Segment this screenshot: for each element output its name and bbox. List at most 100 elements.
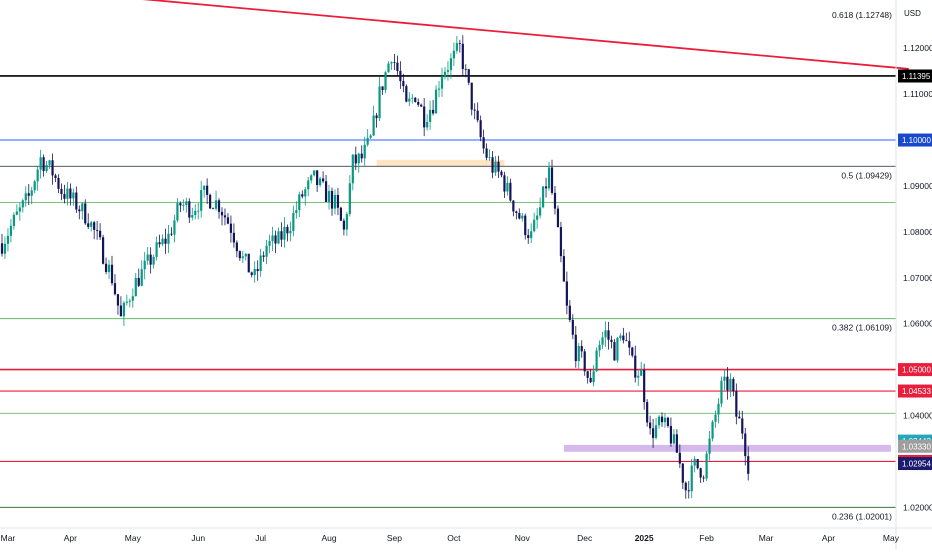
candle-body-227 (675, 434, 678, 453)
candle-body-0 (0, 243, 4, 254)
candle-body-222 (660, 416, 664, 423)
price-tag-bg-3 (898, 384, 932, 398)
candle-body-196 (583, 351, 586, 372)
candle-body-198 (589, 377, 592, 383)
candle-body-190 (565, 281, 568, 306)
candle-body-33 (99, 230, 102, 238)
candle-body-95 (283, 226, 286, 240)
candle-body-97 (289, 230, 292, 234)
candle-body-182 (541, 186, 545, 208)
candle-body-52 (155, 242, 158, 257)
candle-body-160 (476, 110, 479, 121)
candle-body-48 (143, 260, 146, 270)
candle-body-185 (550, 167, 554, 193)
candle-body-199 (592, 371, 595, 383)
candle-body-65 (194, 210, 197, 216)
candle-body-128 (381, 86, 384, 91)
candle-body-158 (470, 82, 473, 110)
candle-body-41 (122, 302, 125, 317)
candle-body-125 (372, 115, 375, 136)
candle-body-164 (488, 157, 491, 159)
candle-body-9 (27, 193, 30, 196)
candle-body-230 (684, 482, 687, 491)
candle-body-202 (601, 337, 604, 345)
candle-body-17 (51, 160, 54, 176)
candle-body-229 (681, 463, 684, 483)
candle-body-19 (57, 177, 60, 189)
candle-body-103 (307, 180, 310, 190)
candle-body-1 (3, 243, 7, 254)
candle-body-91 (271, 235, 274, 242)
candle-body-122 (363, 144, 366, 159)
candle-body-111 (330, 190, 334, 209)
candle-body-10 (30, 190, 33, 196)
candle-body-250 (744, 433, 747, 457)
y-tick-label: 1.07000 (903, 273, 932, 283)
candle-body-63 (188, 201, 191, 218)
candle-body-118 (351, 154, 354, 184)
candle-body-89 (265, 245, 268, 257)
candle-body-215 (640, 369, 643, 376)
candle-body-27 (81, 203, 84, 212)
candle-body-20 (60, 188, 63, 194)
candle-body-46 (137, 277, 140, 286)
candle-body-43 (128, 300, 131, 302)
candle-body-228 (678, 452, 681, 464)
x-tick-label: Dec (577, 533, 593, 543)
candle-body-243 (723, 376, 726, 381)
x-tick-label: Feb (699, 533, 714, 543)
candle-body-104 (310, 175, 313, 181)
price-tag-label: 1.11395 (902, 72, 931, 81)
candle-body-54 (161, 238, 164, 245)
candle-body-226 (672, 434, 675, 444)
candle-body-32 (96, 229, 99, 231)
candle-body-224 (666, 417, 670, 426)
candle-body-175 (521, 215, 524, 219)
candle-body-39 (116, 294, 120, 306)
candle-body-8 (24, 193, 27, 201)
candle-body-7 (21, 200, 24, 208)
candle-body-247 (735, 391, 738, 417)
currency-label: USD (904, 9, 921, 18)
x-tick-label: May (125, 533, 142, 543)
candle-body-249 (741, 418, 744, 434)
candle-body-51 (152, 256, 155, 265)
candle-body-210 (625, 340, 628, 342)
candle-body-75 (223, 215, 227, 218)
candle-body-216 (643, 369, 646, 403)
candle-body-79 (235, 242, 238, 252)
candle-body-141 (420, 104, 423, 107)
candle-body-146 (434, 89, 438, 114)
candle-body-107 (319, 178, 322, 186)
candle-body-155 (461, 43, 464, 69)
candle-body-169 (503, 175, 506, 192)
candle-body-236 (702, 477, 705, 479)
candle-body-28 (84, 203, 87, 224)
candle-body-69 (206, 185, 209, 195)
trendline (142, 0, 909, 70)
candle-body-165 (491, 157, 494, 173)
candle-body-204 (607, 330, 610, 340)
candle-body-99 (295, 210, 298, 213)
y-tick-label: 1.12000 (903, 43, 932, 53)
candle-body-2 (6, 235, 10, 244)
candle-body-139 (414, 97, 417, 102)
candle-body-96 (286, 226, 289, 234)
y-tick-label: 1.08000 (903, 227, 932, 237)
candle-body-49 (146, 254, 149, 261)
candle-body-11 (33, 181, 36, 191)
candle-body-225 (669, 425, 673, 444)
candle-body-232 (690, 465, 693, 492)
x-tick-label: May (883, 533, 900, 543)
x-tick-label: Apr (822, 533, 835, 543)
candle-body-74 (220, 211, 224, 216)
candle-body-174 (518, 212, 521, 219)
candle-body-212 (631, 347, 634, 356)
candle-body-144 (429, 109, 432, 122)
candle-body-218 (649, 422, 652, 429)
candle-body-72 (214, 200, 218, 209)
candle-body-150 (446, 70, 450, 72)
candle-body-237 (705, 453, 708, 479)
fib-level-label: 0.5 (1.09429) (841, 170, 892, 180)
